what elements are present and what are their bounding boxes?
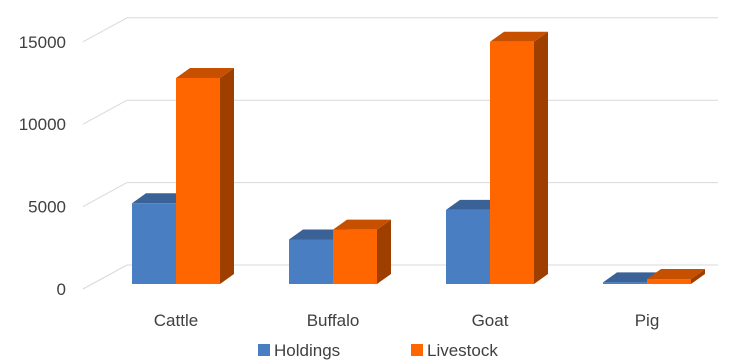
x-axis-categories: Cattle Buffalo Goat Pig: [154, 311, 660, 330]
bar-front-face: [603, 282, 647, 284]
gridline-diagonal: [82, 264, 128, 290]
legend-swatch: [258, 344, 270, 356]
bar-top-face: [176, 68, 234, 78]
bar-top-face: [603, 272, 661, 283]
bar-livestock-pig: [647, 269, 705, 284]
bar-side-face: [534, 31, 548, 284]
y-tick-label: 0: [57, 280, 66, 299]
legend-item-holdings: Holdings: [258, 341, 340, 360]
y-axis-ticks: 0 5000 10000 15000: [19, 33, 66, 299]
gridline-diagonal: [82, 99, 128, 125]
bars: [132, 31, 705, 284]
bar-front-face: [446, 209, 490, 284]
bar-front-face: [289, 239, 333, 284]
bar-front-face: [333, 229, 377, 284]
bar-top-face: [647, 269, 705, 280]
x-category-label: Buffalo: [307, 311, 360, 330]
bar-side-face: [220, 68, 234, 284]
x-category-label: Goat: [472, 311, 509, 330]
gridline-diagonal: [82, 182, 128, 208]
y-tick-label: 5000: [28, 198, 66, 217]
bar-front-face: [132, 203, 176, 284]
legend: Holdings Livestock: [258, 341, 498, 360]
bar-top-face: [490, 31, 548, 42]
bar-top-face: [289, 229, 347, 240]
bar-side-face: [691, 269, 705, 284]
bar-top-face: [132, 193, 190, 204]
y-tick-label: 10000: [19, 115, 66, 134]
bar-livestock-buffalo: [333, 219, 391, 284]
bar-top-face: [333, 219, 391, 230]
x-category-label: Pig: [635, 311, 660, 330]
bar-livestock-cattle: [176, 68, 234, 284]
bar-front-face: [647, 279, 691, 284]
legend-label: Holdings: [274, 341, 340, 360]
y-tick-label: 15000: [19, 33, 66, 52]
legend-swatch: [411, 344, 423, 356]
bar-front-face: [176, 78, 220, 284]
gridline-diagonal: [82, 17, 128, 43]
bar-side-face: [377, 219, 391, 284]
x-category-label: Cattle: [154, 311, 198, 330]
bar-top-face: [446, 199, 504, 210]
bar-front-face: [490, 41, 534, 284]
legend-label: Livestock: [427, 341, 498, 360]
legend-item-livestock: Livestock: [411, 341, 498, 360]
bar-livestock-goat: [490, 31, 548, 284]
